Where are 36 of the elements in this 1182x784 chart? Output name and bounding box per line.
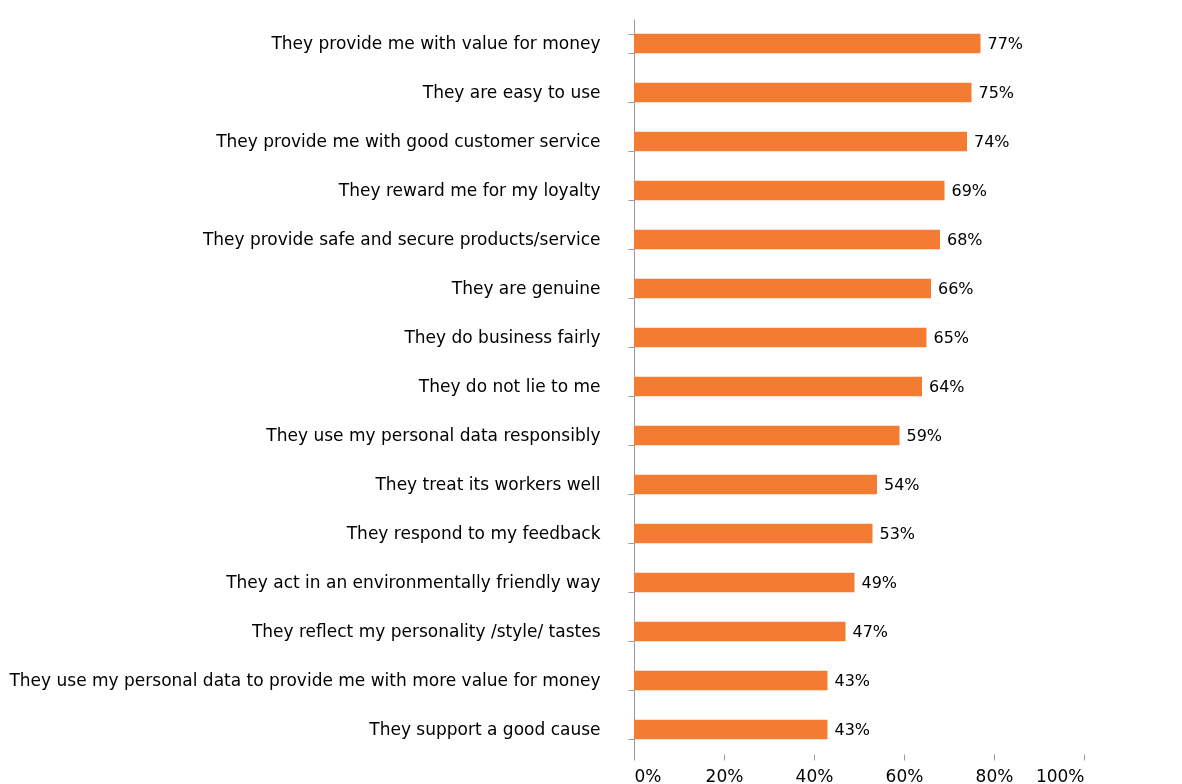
y-tick-label: They respond to my feedback (345, 523, 601, 543)
y-tick-label: They are genuine (450, 278, 601, 298)
y-tick-label: They reward me for my loyalty (337, 180, 601, 200)
y-tick-label: They provide me with value for money (270, 33, 601, 53)
x-tick-label: 100% (1035, 765, 1085, 784)
y-tick-label: They do business fairly (403, 327, 601, 347)
y-tick-label: They reflect my personality /style/ tastes (250, 621, 601, 641)
data-label: 65% (933, 327, 970, 347)
y-tick-label: They provide me with good customer service (215, 131, 601, 151)
data-label: 64% (929, 376, 965, 396)
data-label: 53% (879, 523, 916, 543)
data-label: 75% (978, 82, 1015, 102)
data-label: 47% (852, 621, 889, 641)
x-tick-label: 40% (795, 765, 834, 784)
x-tick-label: 60% (885, 765, 924, 784)
y-tick-label: They treat its workers well (374, 474, 601, 494)
data-label: 54% (884, 474, 920, 494)
data-label: 43% (834, 719, 871, 739)
y-tick-label: They act in an environmentally friendly way (225, 572, 601, 592)
x-tick-label: 80% (975, 765, 1014, 784)
data-label: 43% (834, 670, 871, 690)
y-tick-label: They provide safe and secure products/service (201, 229, 601, 249)
y-tick-label: They support a good cause (368, 719, 601, 739)
data-label: 74% (974, 131, 1010, 151)
y-tick-label: They do not lie to me (417, 376, 601, 396)
y-tick-label: They use my personal data to provide me with more value for money (8, 670, 601, 690)
y-tick-label: They are easy to use (421, 82, 601, 102)
data-label: 68% (947, 229, 983, 249)
data-label: 66% (938, 278, 974, 298)
data-label: 59% (906, 425, 943, 445)
x-tick-label: 20% (705, 765, 744, 784)
data-label: 49% (861, 572, 898, 592)
data-label: 69% (951, 180, 988, 200)
x-tick-label: 0% (634, 765, 662, 784)
y-tick-label: They use my personal data responsibly (265, 425, 601, 445)
data-label: 77% (987, 33, 1024, 53)
